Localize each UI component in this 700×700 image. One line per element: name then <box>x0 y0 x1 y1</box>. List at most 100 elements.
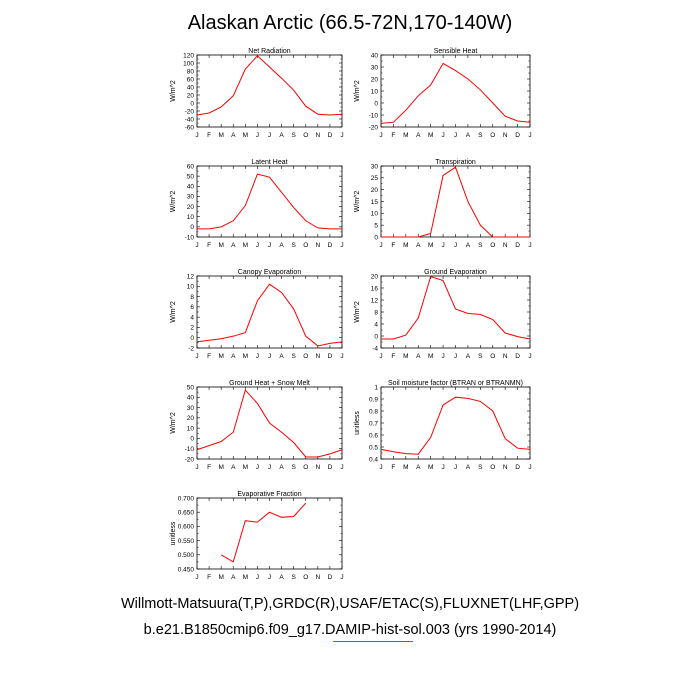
panel-9-title: Evaporative Fraction <box>237 491 301 498</box>
panel-2-xtick-label: O <box>490 132 495 139</box>
panel-2-xtick-label: N <box>503 132 508 139</box>
panel-1-xtick-label: N <box>315 132 320 139</box>
panel-4-xtick-label: O <box>490 242 495 249</box>
panel-6-xtick-label: M <box>428 353 433 360</box>
panel-3-ytick-label: 40 <box>187 184 195 191</box>
panel-8-xtick-label: F <box>391 464 395 471</box>
panel-5-xtick-label: A <box>279 353 284 360</box>
panel-6-xtick-label: J <box>454 353 457 360</box>
panel-6-xtick-label: N <box>503 353 508 360</box>
panel-5-ytick-label: 2 <box>190 325 194 332</box>
panel-1-xtick-label: A <box>231 132 236 139</box>
panel-6-xtick-label: A <box>466 353 471 360</box>
panel-9-xtick-label: S <box>291 574 296 581</box>
panel-7-xtick-label: J <box>340 464 343 471</box>
panel-3-ytick-label: 10 <box>187 214 195 221</box>
panel-2-xtick-label: J <box>441 132 444 139</box>
panel-3-series-line <box>197 173 342 230</box>
panel-1-title: Net Radiation <box>248 48 291 55</box>
panel-2-xtick-label: J <box>454 132 457 139</box>
panel-4-xtick-label: D <box>515 242 520 249</box>
panel-1-ytick-label: 60 <box>187 76 195 83</box>
panel-8-xtick-label: O <box>490 464 495 471</box>
panel-9-series-line <box>220 502 307 563</box>
panel-2-xtick-label: M <box>403 132 408 139</box>
panel-3-xtick-label: A <box>279 242 284 249</box>
panel-9-ytick-label: 0.500 <box>178 552 195 559</box>
panel-7-title: Ground Heat + Snow Melt <box>229 380 310 387</box>
panel-8-ytick-label: 0.8 <box>369 408 378 415</box>
panel-6-xtick-label: S <box>478 353 483 360</box>
panel-8-xtick-label: J <box>528 464 531 471</box>
panel-8-series-line <box>380 396 531 455</box>
case-caption: b.e21.B1850cmip6.f09_g17.DAMIP-hist-sol.… <box>143 622 557 638</box>
panel-7-xtick-label: O <box>303 464 308 471</box>
panel-1-xtick-label: S <box>291 132 296 139</box>
panel-3-xtick-label: N <box>315 242 320 249</box>
panel-3-ytick-label: 50 <box>187 173 195 180</box>
case-underline <box>333 641 413 642</box>
panel-7-ytick-label: 40 <box>187 395 195 402</box>
panel-6-series-line <box>381 275 531 340</box>
panel-1-xtick-label: D <box>328 132 333 139</box>
panel-4-xtick-label: S <box>478 242 483 249</box>
data-source-caption: Willmott-Matsuura(T,P),GRDC(R),USAF/ETAC… <box>120 596 580 612</box>
panel-5-xtick-label: J <box>340 353 343 360</box>
panel-4-xtick-label: J <box>454 242 457 249</box>
panel-6-ytick-label: 16 <box>371 285 379 292</box>
panel-2-xtick-label: J <box>528 132 531 139</box>
panel-7-xtick-label: A <box>231 464 236 471</box>
panel-9-xtick-label: F <box>207 574 211 581</box>
panel-8-xtick-label: S <box>478 464 483 471</box>
panel-3-title: Latent Heat <box>251 159 287 166</box>
panel-4-ylabel: W/m^2 <box>354 191 361 213</box>
panel-3-xtick-label: A <box>231 242 236 249</box>
panel-7-ytick-label: 30 <box>187 405 195 412</box>
panel-2-xtick-label: A <box>416 132 421 139</box>
panel-5-ytick-label: 10 <box>187 284 195 291</box>
panel-9-ylabel: unitless <box>170 521 177 545</box>
panel-8-ytick-label: 0.9 <box>369 396 378 403</box>
panel-5-xtick-label: D <box>328 353 333 360</box>
panel-5-ylabel: W/m^2 <box>170 301 177 323</box>
panel-3-xtick-label: J <box>340 242 343 249</box>
panel-8-title: Soil moisture factor (BTRAN or BTRANMN) <box>388 380 523 387</box>
panel-7-xtick-label: A <box>279 464 284 471</box>
panel-8-ytick-label: 0.6 <box>369 432 378 439</box>
panel-7-xtick-label: S <box>291 464 296 471</box>
panel-9-xtick-label: M <box>243 574 248 581</box>
panel-7-xtick-label: J <box>268 464 271 471</box>
panel-1-ytick-label: 100 <box>183 60 194 67</box>
panel-1-xtick-label: J <box>340 132 343 139</box>
panel-2-xtick-label: F <box>391 132 395 139</box>
panel-3-ytick-label: 20 <box>187 204 195 211</box>
panel-2-ylabel: W/m^2 <box>354 80 361 102</box>
panel-5-series-line <box>196 283 343 347</box>
panel-9-xtick-label: J <box>268 574 271 581</box>
panel-5-xtick-label: N <box>315 353 320 360</box>
panel-1-xtick-label: O <box>303 132 308 139</box>
panel-2-ytick-label: 40 <box>371 52 379 59</box>
panel-8-frame <box>380 386 531 460</box>
panel-6-xtick-label: F <box>391 353 395 360</box>
panel-7-xtick-label: N <box>315 464 320 471</box>
panel-1-xtick-label: J <box>268 132 271 139</box>
panel-9-xtick-label: J <box>256 574 259 581</box>
panel-6-ytick-label: 12 <box>371 297 379 304</box>
panel-2-title: Sensible Heat <box>434 48 478 55</box>
panel-6-ytick-label: 4 <box>374 321 378 328</box>
panel-9-ytick-label: 0.650 <box>178 510 195 517</box>
panel-2-ytick-label: -20 <box>369 124 379 131</box>
panel-4-ytick-label: 5 <box>374 222 378 229</box>
panel-4-xtick-label: F <box>391 242 395 249</box>
panel-7-ytick-label: 10 <box>187 425 195 432</box>
panel-6-ytick-label: 0 <box>374 333 378 340</box>
panel-2-ytick-label: 20 <box>371 76 379 83</box>
panel-6-frame <box>380 275 531 349</box>
panel-4-ytick-label: 20 <box>371 187 379 194</box>
panel-8-xtick-label: J <box>454 464 457 471</box>
panel-1-ytick-label: 80 <box>187 68 195 75</box>
panel-4-ytick-label: 10 <box>371 211 379 218</box>
panel-5-xtick-label: J <box>195 353 198 360</box>
